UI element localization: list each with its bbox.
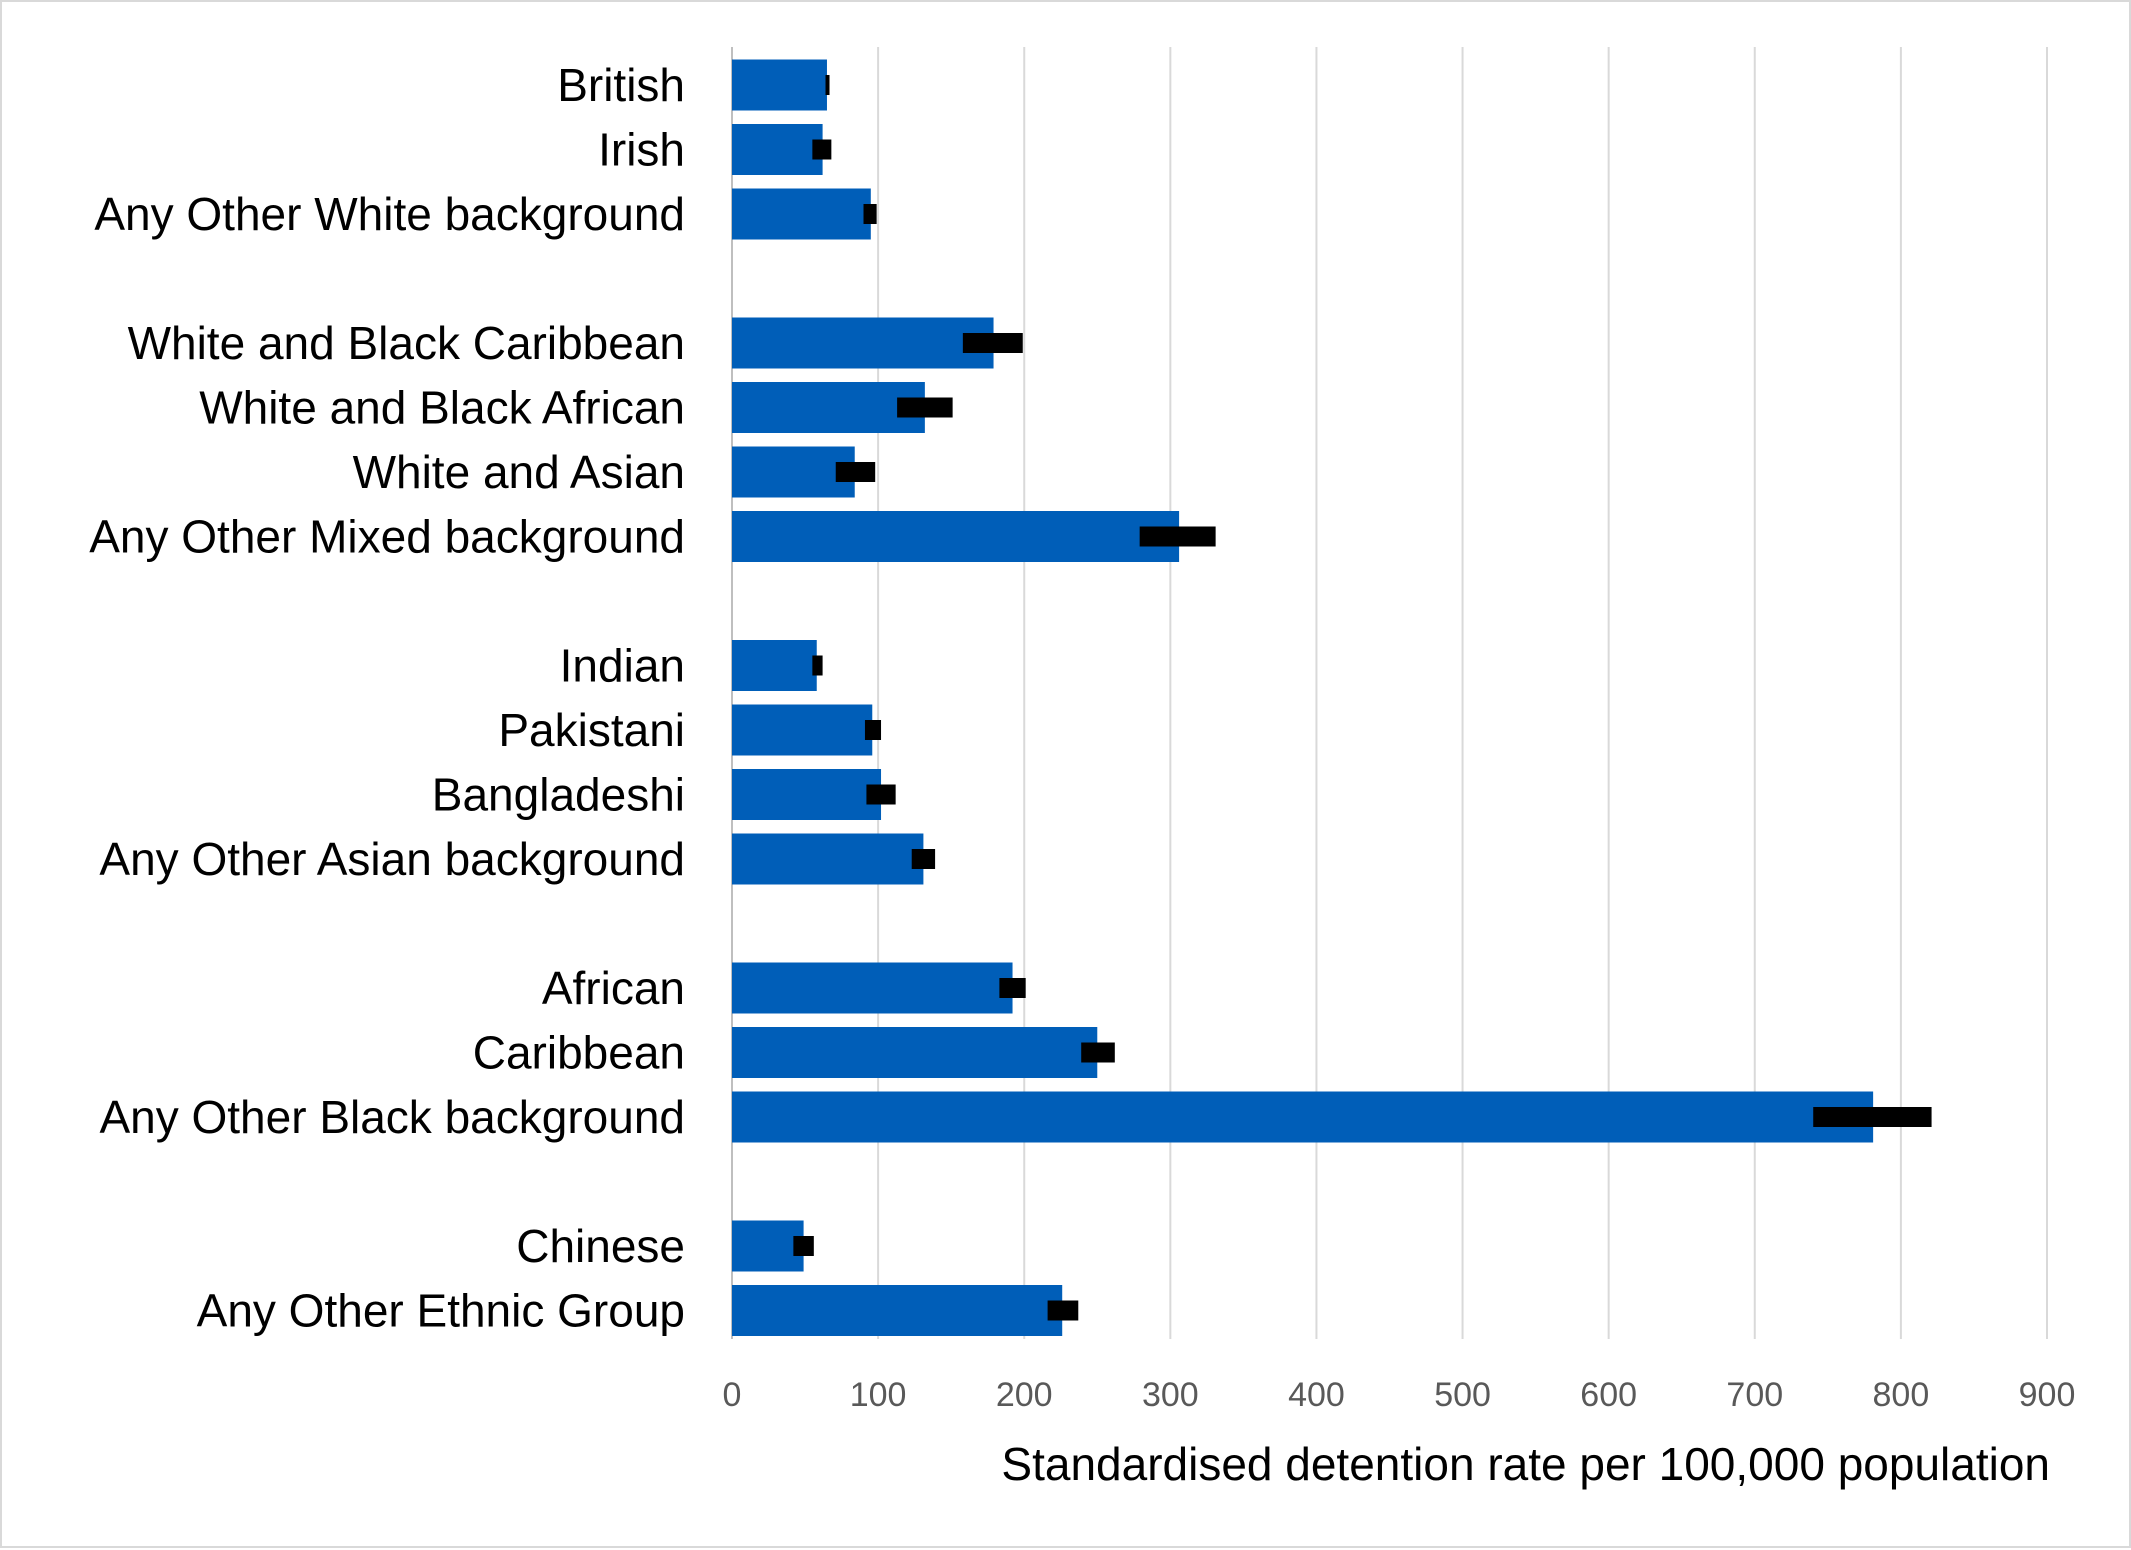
x-tick-label: 600 — [1580, 1376, 1637, 1414]
error-bar — [1047, 1300, 1079, 1321]
error-bar — [793, 1236, 814, 1256]
category-label: Bangladeshi — [432, 769, 685, 821]
category-label: Any Other White background — [94, 188, 685, 240]
error-bar — [1081, 1042, 1115, 1063]
bar — [732, 317, 994, 369]
category-label: Any Other Mixed background — [89, 511, 685, 563]
category-label: Pakistani — [498, 704, 685, 756]
bar — [732, 1091, 1874, 1143]
category-label: British — [557, 59, 685, 111]
x-tick-label: 800 — [1873, 1376, 1930, 1414]
x-tick-label: 0 — [723, 1376, 742, 1414]
x-tick-label: 700 — [1726, 1376, 1783, 1414]
x-tick-label: 200 — [996, 1376, 1053, 1414]
error-bar — [1139, 526, 1216, 547]
bar — [732, 962, 1013, 1014]
category-label: African — [542, 962, 685, 1014]
error-bar — [911, 849, 936, 869]
category-labels: British Irish Any Other White background Wh… — [89, 59, 685, 1337]
error-bars — [793, 75, 1932, 1321]
bar — [732, 833, 924, 885]
x-axis-title: Standardised detention rate per 100,000 … — [1001, 1438, 2050, 1490]
error-bar — [825, 75, 830, 95]
x-tick-label: 500 — [1434, 1376, 1491, 1414]
bar — [732, 59, 827, 111]
category-label: White and Black Caribbean — [128, 317, 685, 369]
category-label: Caribbean — [473, 1027, 685, 1079]
x-tick-labels: 0 100 200 300 400 500 600 700 800 900 — [723, 1376, 2076, 1414]
bar — [732, 511, 1180, 562]
error-bar — [999, 978, 1026, 998]
x-tick-label: 100 — [850, 1376, 907, 1414]
bar — [732, 640, 817, 691]
bar — [732, 1285, 1063, 1336]
error-bar — [812, 139, 832, 160]
bar — [732, 769, 882, 820]
bar — [732, 382, 925, 433]
category-label: Any Other Black background — [99, 1091, 685, 1143]
x-tick-label: 400 — [1288, 1376, 1345, 1414]
error-bar — [812, 655, 823, 676]
error-bar — [962, 333, 1023, 353]
error-bar — [864, 720, 882, 740]
category-label: Irish — [598, 124, 685, 176]
error-bar — [1813, 1107, 1932, 1127]
error-bar — [897, 397, 953, 418]
bar — [732, 704, 873, 756]
gridlines — [731, 47, 2048, 1339]
x-tick-label: 300 — [1142, 1376, 1199, 1414]
error-bar — [863, 204, 877, 224]
bar — [732, 1027, 1098, 1078]
error-bar — [835, 462, 876, 482]
category-label: Chinese — [516, 1220, 685, 1272]
category-label: Any Other Asian background — [99, 833, 685, 885]
bar — [732, 446, 855, 498]
bar — [732, 1220, 804, 1272]
category-label: White and Black African — [199, 382, 685, 434]
bars — [732, 59, 1874, 1336]
error-bar — [866, 784, 896, 805]
x-tick-label: 900 — [2019, 1376, 2076, 1414]
category-label: Any Other Ethnic Group — [197, 1285, 685, 1337]
bar — [732, 188, 871, 240]
category-label: Indian — [560, 640, 685, 692]
bar — [732, 124, 823, 175]
category-label: White and Asian — [353, 446, 685, 498]
